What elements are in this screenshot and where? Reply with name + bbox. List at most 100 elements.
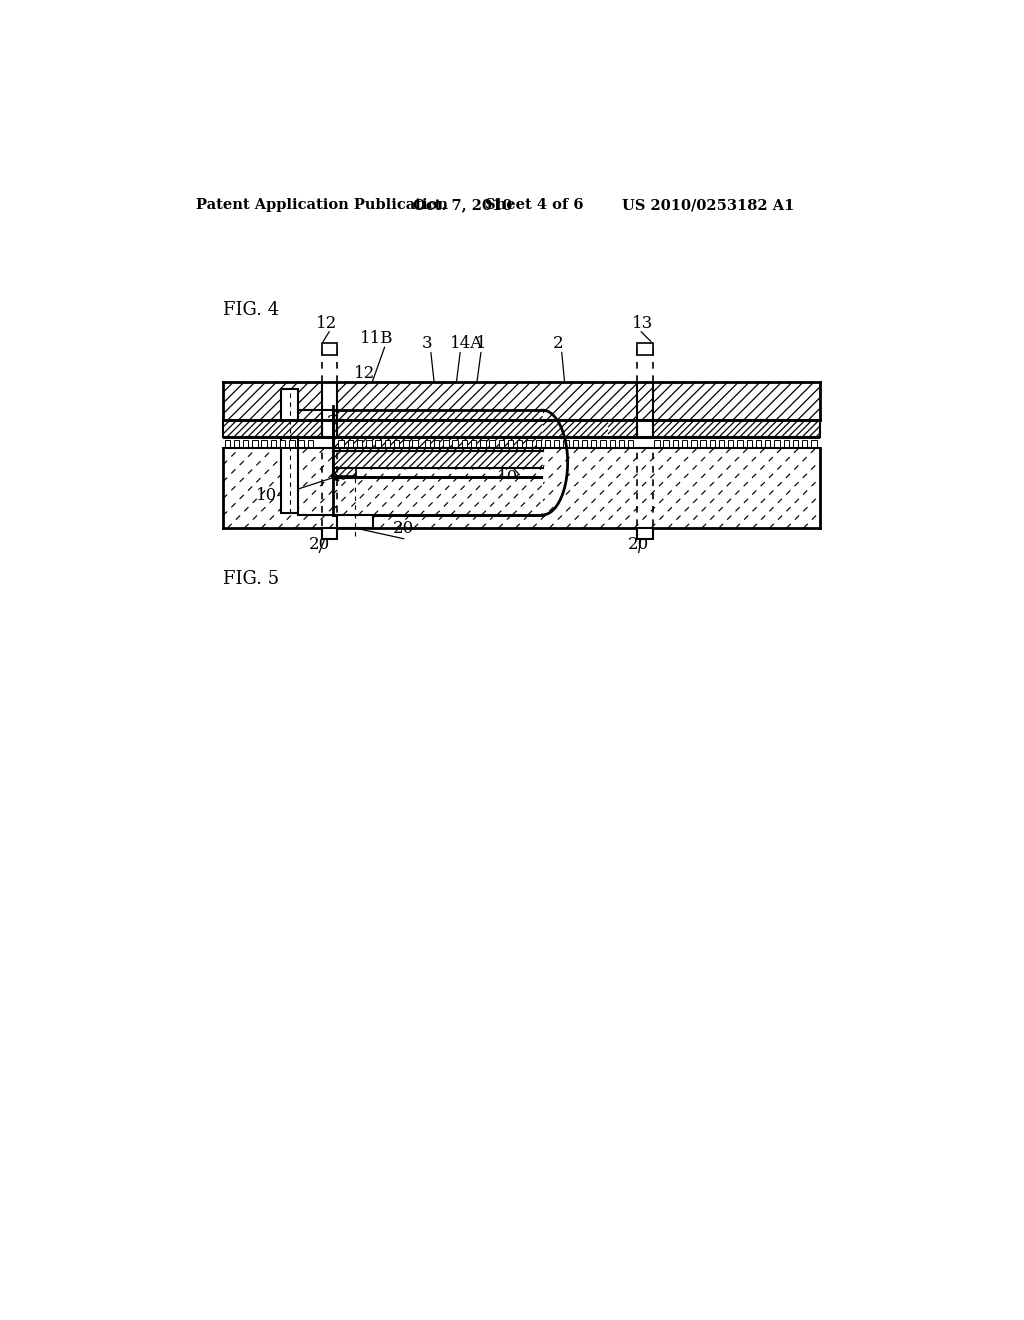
Bar <box>480 441 485 447</box>
Bar <box>637 381 652 420</box>
Bar <box>508 441 513 447</box>
Bar <box>691 441 696 447</box>
Text: US 2010/0253182 A1: US 2010/0253182 A1 <box>622 198 795 213</box>
Bar <box>425 441 430 447</box>
Bar <box>333 451 543 469</box>
Text: 20: 20 <box>628 536 649 553</box>
Bar <box>322 420 337 437</box>
Bar <box>536 441 541 447</box>
Bar <box>652 381 819 420</box>
Bar <box>609 441 614 447</box>
Bar <box>654 441 659 447</box>
Bar <box>719 441 724 447</box>
Bar <box>517 441 522 447</box>
Bar <box>281 389 298 512</box>
Bar <box>710 441 715 447</box>
Bar <box>811 441 816 447</box>
Bar <box>333 411 543 451</box>
Text: 10: 10 <box>256 487 278 504</box>
Bar <box>434 441 439 447</box>
Bar <box>394 441 399 447</box>
Bar <box>224 441 230 447</box>
Bar <box>462 441 467 447</box>
Bar <box>572 441 578 447</box>
Bar <box>337 515 373 528</box>
Bar <box>489 441 495 447</box>
Text: FIG. 5: FIG. 5 <box>223 570 280 589</box>
Bar <box>554 441 559 447</box>
Bar <box>423 420 608 437</box>
Bar <box>333 477 543 479</box>
Bar <box>413 441 418 447</box>
Bar <box>582 441 587 447</box>
Bar <box>499 441 504 447</box>
Text: 13: 13 <box>632 314 653 331</box>
Bar <box>802 441 807 447</box>
Bar <box>357 441 362 447</box>
Bar <box>307 441 313 447</box>
Bar <box>700 441 706 447</box>
Bar <box>526 441 531 447</box>
Bar <box>223 447 819 449</box>
Bar <box>333 469 356 477</box>
Bar <box>737 441 742 447</box>
Text: 12: 12 <box>354 364 375 381</box>
Text: 20: 20 <box>308 536 330 553</box>
Bar <box>774 441 779 447</box>
Bar <box>367 441 372 447</box>
Text: 14A: 14A <box>451 335 483 352</box>
Bar <box>783 441 788 447</box>
Bar <box>591 441 596 447</box>
Bar <box>746 441 752 447</box>
Text: 12: 12 <box>316 314 338 331</box>
Bar <box>270 441 276 447</box>
Bar <box>600 441 605 447</box>
Text: 11: 11 <box>508 451 529 469</box>
Bar <box>728 441 733 447</box>
Bar <box>233 441 240 447</box>
Bar <box>252 441 258 447</box>
Text: 10: 10 <box>498 469 518 486</box>
Bar <box>443 441 449 447</box>
Bar <box>322 343 337 355</box>
Text: 11B: 11B <box>360 330 393 347</box>
Bar <box>333 479 543 515</box>
Text: 3: 3 <box>422 335 432 352</box>
Bar <box>628 441 634 447</box>
Text: 14: 14 <box>412 381 433 399</box>
Bar <box>563 441 568 447</box>
Bar <box>223 420 322 437</box>
Bar <box>322 528 337 539</box>
Text: Patent Application Publication: Patent Application Publication <box>196 198 449 213</box>
Bar <box>765 441 770 447</box>
Bar <box>223 437 819 438</box>
Bar <box>682 441 687 447</box>
Text: Oct. 7, 2010: Oct. 7, 2010 <box>413 198 512 213</box>
Bar <box>453 441 458 447</box>
Bar <box>637 343 652 355</box>
Bar <box>337 420 423 437</box>
Bar <box>793 441 798 447</box>
Bar <box>637 420 652 437</box>
Text: FIG. 4: FIG. 4 <box>223 301 280 319</box>
Bar <box>403 441 409 447</box>
Bar <box>223 381 322 420</box>
Bar <box>348 441 353 447</box>
Bar <box>618 441 625 447</box>
Bar <box>664 441 669 447</box>
Bar <box>280 441 286 447</box>
Text: 20A: 20A <box>327 414 360 430</box>
Bar <box>608 420 637 437</box>
Bar <box>261 441 267 447</box>
Bar <box>385 441 390 447</box>
Bar <box>545 441 550 447</box>
Bar <box>376 441 381 447</box>
Bar <box>637 528 652 539</box>
Text: Sheet 4 of 6: Sheet 4 of 6 <box>484 198 584 213</box>
Bar <box>756 441 761 447</box>
Bar <box>289 441 295 447</box>
Bar <box>298 441 304 447</box>
Text: 2: 2 <box>553 335 563 352</box>
Text: 1: 1 <box>475 335 486 352</box>
Bar <box>471 441 476 447</box>
